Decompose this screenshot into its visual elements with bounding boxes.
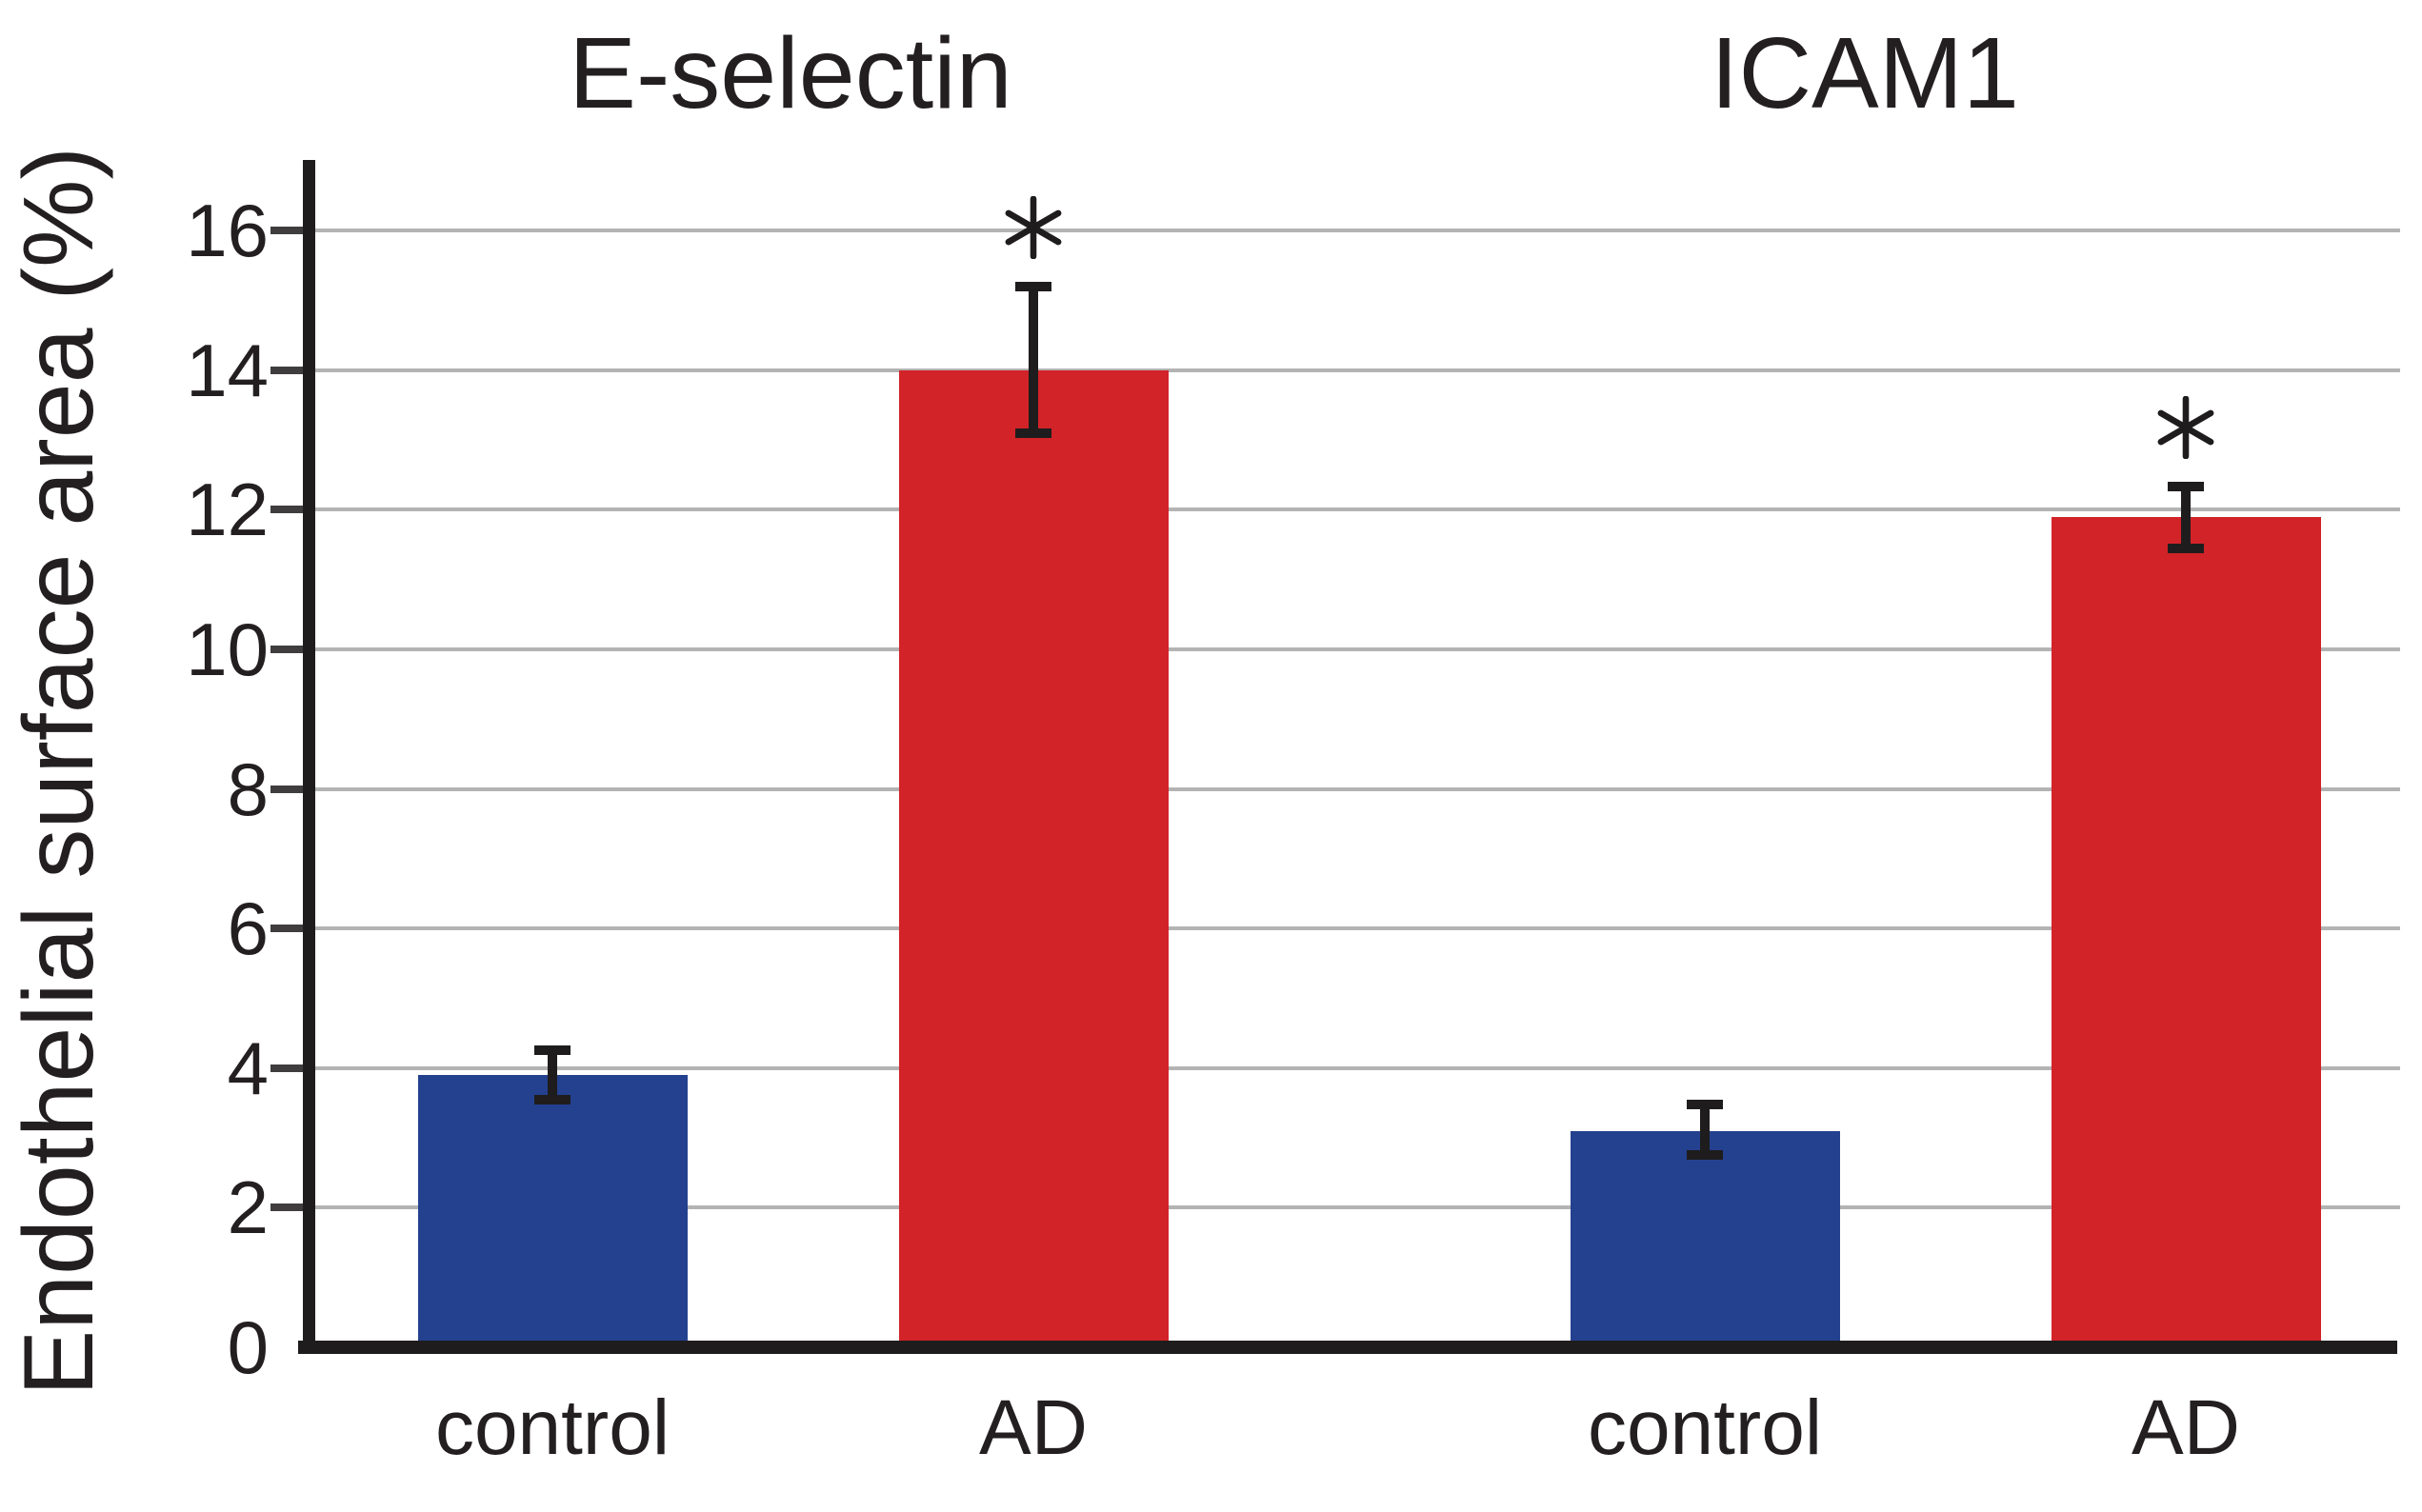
bar-control-2 (1570, 1130, 1840, 1347)
x-tick-label-2: control (1587, 1384, 1823, 1471)
gridline-y4 (315, 1065, 2400, 1070)
y-tick-8 (270, 785, 303, 793)
y-tick-label-10: 10 (186, 607, 269, 691)
y-tick-16 (270, 227, 303, 235)
bar-ad-1 (898, 369, 1169, 1347)
y-tick-label-6: 6 (227, 886, 269, 971)
y-tick-14 (270, 366, 303, 374)
group-title-e-selectin: E-selectin (569, 17, 1012, 129)
x-tick-label-3: AD (2132, 1384, 2240, 1471)
group-title-icam1: ICAM1 (1711, 17, 2019, 129)
error-bar-cap-top-2 (1687, 1099, 1723, 1109)
bar-control-0 (417, 1075, 688, 1347)
y-tick-label-14: 14 (186, 328, 269, 412)
y-tick-12 (270, 506, 303, 514)
error-bar-cap-bottom-3 (2168, 543, 2204, 553)
y-tick-10 (270, 646, 303, 653)
gridline-y16 (315, 229, 2400, 233)
error-bar-stem-1 (1029, 286, 1038, 433)
y-tick-label-4: 4 (227, 1025, 269, 1110)
gridline-y10 (315, 647, 2400, 651)
error-bar-stem-3 (2181, 487, 2191, 548)
error-bar-stem-2 (1700, 1104, 1710, 1155)
error-bar-stem-0 (548, 1050, 557, 1100)
significance-asterisk-icon-3 (2154, 395, 2217, 460)
y-tick-label-0: 0 (227, 1305, 269, 1389)
bar-ad-3 (2051, 516, 2321, 1347)
y-tick-label-16: 16 (186, 189, 269, 273)
error-bar-cap-bottom-1 (1015, 428, 1051, 438)
gridline-y2 (315, 1205, 2400, 1210)
error-bar-cap-bottom-0 (534, 1094, 570, 1104)
gridline-y14 (315, 368, 2400, 372)
y-tick-label-12: 12 (186, 468, 269, 552)
y-tick-4 (270, 1064, 303, 1072)
y-tick-label-2: 2 (227, 1165, 269, 1250)
error-bar-cap-bottom-2 (1687, 1149, 1723, 1160)
error-bar-cap-top-0 (534, 1045, 570, 1056)
gridline-y6 (315, 926, 2400, 931)
x-tick-label-0: control (434, 1384, 671, 1471)
gridline-y12 (315, 507, 2400, 512)
error-bar-cap-top-1 (1015, 281, 1051, 291)
y-axis-line (303, 160, 315, 1354)
x-axis-line (298, 1341, 2397, 1354)
significance-asterisk-icon-1 (1002, 195, 1065, 260)
y-tick-6 (270, 925, 303, 933)
y-tick-2 (270, 1204, 303, 1212)
y-tick-label-8: 8 (227, 746, 269, 831)
error-bar-cap-top-3 (2168, 482, 2204, 492)
gridline-y8 (315, 786, 2400, 791)
x-tick-label-1: AD (979, 1384, 1088, 1471)
